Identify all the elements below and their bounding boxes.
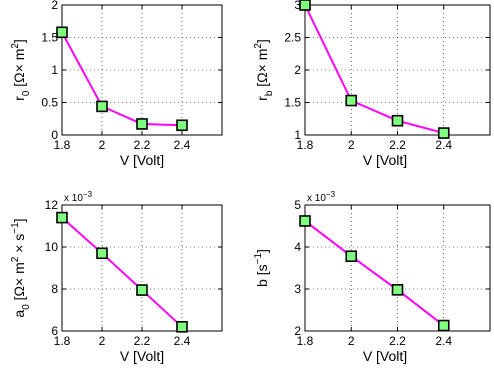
y-tick-label: 12 — [45, 198, 59, 212]
y-tick-label: 2 — [51, 0, 58, 12]
y-tick-label: 4 — [294, 240, 301, 254]
y-tick-label: 0 — [51, 128, 58, 142]
data-point — [96, 247, 108, 260]
y-tick-label: 2.5 — [284, 31, 301, 45]
y-axis-label: rb [Ω× m2] — [253, 39, 275, 101]
data-point — [391, 114, 404, 127]
x-axis-label: V [Volt] — [363, 348, 407, 364]
chart-panel-3: 1.8 2 2.2 2.4 6 8 10 12 V [Volt] x 10−3 a0 [Ω× m2 … — [10, 190, 223, 364]
y-tick-label: 2 — [294, 63, 301, 77]
plot-area — [305, 205, 490, 331]
plot-area — [62, 205, 222, 331]
x-tick-label: 1.8 — [297, 138, 314, 152]
x-tick-label: 2.2 — [389, 334, 406, 348]
y-tick-label: 3 — [294, 0, 301, 12]
x-axis-label: V [Volt] — [120, 348, 164, 364]
y-tick-label: 2 — [294, 324, 301, 338]
y-tick-label: 1.5 — [284, 96, 301, 110]
y-tick-label: 1 — [51, 63, 58, 77]
x-tick-label: 2 — [348, 334, 355, 348]
series-line — [61, 31, 183, 127]
series-line — [304, 220, 445, 327]
y-tick-label: 1 — [294, 128, 301, 142]
y-axis-label: b [s−1] — [253, 249, 270, 287]
data-point — [299, 0, 311, 11]
x-tick-label: 1.8 — [297, 334, 314, 348]
y-tick-label: 3 — [294, 282, 301, 296]
x-tick-label: 1.8 — [54, 138, 71, 152]
y-axis-label: a0 [Ω× m2 × s−1] — [10, 218, 32, 317]
data-point — [345, 94, 358, 107]
data-point — [437, 319, 450, 332]
y-axis-label: r0 [Ω× m2] — [10, 39, 32, 101]
y-tick-label: 6 — [51, 324, 58, 338]
x-tick-label: 2.4 — [435, 334, 452, 348]
x-tick-label: 2 — [348, 138, 355, 152]
x-tick-label: 2.2 — [389, 138, 406, 152]
y-tick-label: 1.5 — [41, 31, 58, 45]
data-point — [56, 26, 68, 39]
x-tick-label: 1.8 — [54, 334, 71, 348]
data-point — [345, 250, 358, 263]
x-tick-label: 2.4 — [435, 138, 452, 152]
x-tick-label: 2.2 — [134, 138, 151, 152]
data-point — [176, 119, 188, 132]
y-tick-label: 0.5 — [41, 96, 58, 110]
data-point — [437, 127, 450, 139]
x-tick-label: 2.4 — [174, 334, 191, 348]
data-point — [176, 320, 188, 333]
x-tick-label: 2.2 — [134, 334, 151, 348]
y-tick-label: 8 — [51, 282, 58, 296]
x-tick-label: 2 — [99, 334, 106, 348]
y-tick-label: 10 — [45, 240, 59, 254]
series-line — [61, 216, 183, 328]
y-multiplier: x 10−3 — [64, 190, 93, 204]
x-axis-label: V [Volt] — [363, 152, 407, 168]
chart-panel-2: 1.8 2 2.2 2.4 1 1.5 2 2.5 3 V [Volt] rb [Ω× m2] — [253, 0, 491, 168]
data-point — [136, 118, 148, 130]
y-tick-label: 5 — [294, 198, 301, 212]
x-tick-label: 2.4 — [174, 138, 191, 152]
chart-panel-1: 1.8 2 2.2 2.4 0 0.5 1 1.5 2 V [Volt] r0 [Ω× m2] — [10, 0, 223, 168]
data-point — [96, 100, 108, 113]
data-point — [299, 215, 311, 227]
data-point — [391, 284, 404, 296]
y-multiplier: x 10−3 — [307, 190, 336, 204]
data-point — [136, 284, 148, 296]
series-line — [304, 4, 445, 135]
data-point — [56, 211, 68, 224]
x-axis-label: V [Volt] — [120, 152, 164, 168]
x-tick-label: 2 — [99, 138, 106, 152]
